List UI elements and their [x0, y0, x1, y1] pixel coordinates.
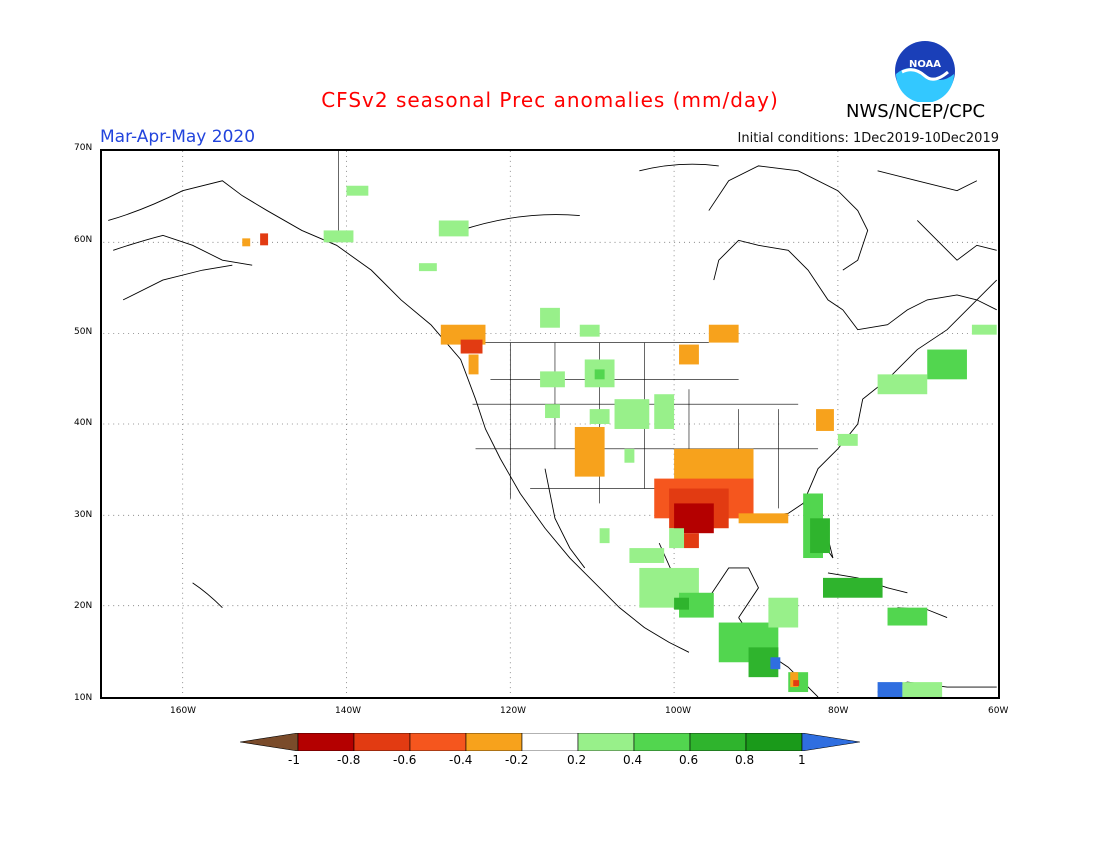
lon-label-60w: 60W [988, 706, 1009, 716]
legend-arrow-below-minus1 [240, 733, 299, 751]
noaa-logo-text: NOAA [909, 59, 941, 70]
legend-label-pos04: 0.4 [623, 753, 643, 767]
initial-conditions: Initial conditions: 1Dec2019-10Dec2019 [737, 131, 999, 146]
color-legend [240, 733, 860, 751]
lon-label-140w: 140W [335, 706, 362, 716]
legend-label-pos06: 0.6 [679, 753, 699, 767]
lat-label-50n: 50N [74, 327, 93, 337]
lat-label-30n: 30N [74, 510, 93, 520]
lon-label-100w: 100W [665, 706, 692, 716]
lon-label-80w: 80W [828, 706, 849, 716]
legend-swatch-pos06 [689, 733, 747, 751]
lat-label-10n: 10N [74, 693, 93, 703]
lon-label-160w: 160W [170, 706, 197, 716]
legend-label-pos02: 0.2 [567, 753, 587, 767]
map-title: CFSv2 seasonal Prec anomalies (mm/day) [321, 88, 779, 112]
noaa-logo-icon: NOAA [895, 41, 955, 102]
legend-swatch-pos04 [633, 733, 691, 751]
legend-swatch-neg02 [465, 733, 523, 751]
lon-label-120w: 120W [500, 706, 527, 716]
lat-label-70n: 70N [74, 143, 93, 153]
gridlines [103, 151, 997, 697]
legend-swatch-neg08 [297, 733, 355, 751]
legend-label-pos1: 1 [798, 753, 806, 767]
legend-label-neg04: -0.4 [449, 753, 473, 767]
legend-label-neg1: -1 [288, 753, 300, 767]
forecast-period: Mar-Apr-May 2020 [100, 127, 256, 147]
lat-label-60n: 60N [74, 235, 93, 245]
legend-swatch-pos02 [577, 733, 635, 751]
legend-arrow-above-1 [801, 733, 860, 751]
legend-label-pos08: 0.8 [735, 753, 755, 767]
legend-swatch-neg06 [353, 733, 411, 751]
lat-label-20n: 20N [74, 601, 93, 611]
lat-label-40n: 40N [74, 418, 93, 428]
anomaly-cells [242, 185, 997, 697]
legend-label-neg08: -0.8 [337, 753, 361, 767]
coastlines [108, 163, 998, 697]
agency-label: NWS/NCEP/CPC [846, 101, 986, 122]
legend-swatch-neg04 [409, 733, 467, 751]
legend-label-neg02: -0.2 [505, 753, 529, 767]
precipitation-anomaly-map [100, 149, 1000, 699]
legend-label-neg06: -0.6 [393, 753, 417, 767]
legend-swatch-pos08 [745, 733, 803, 751]
legend-swatch-neutral [521, 733, 579, 751]
